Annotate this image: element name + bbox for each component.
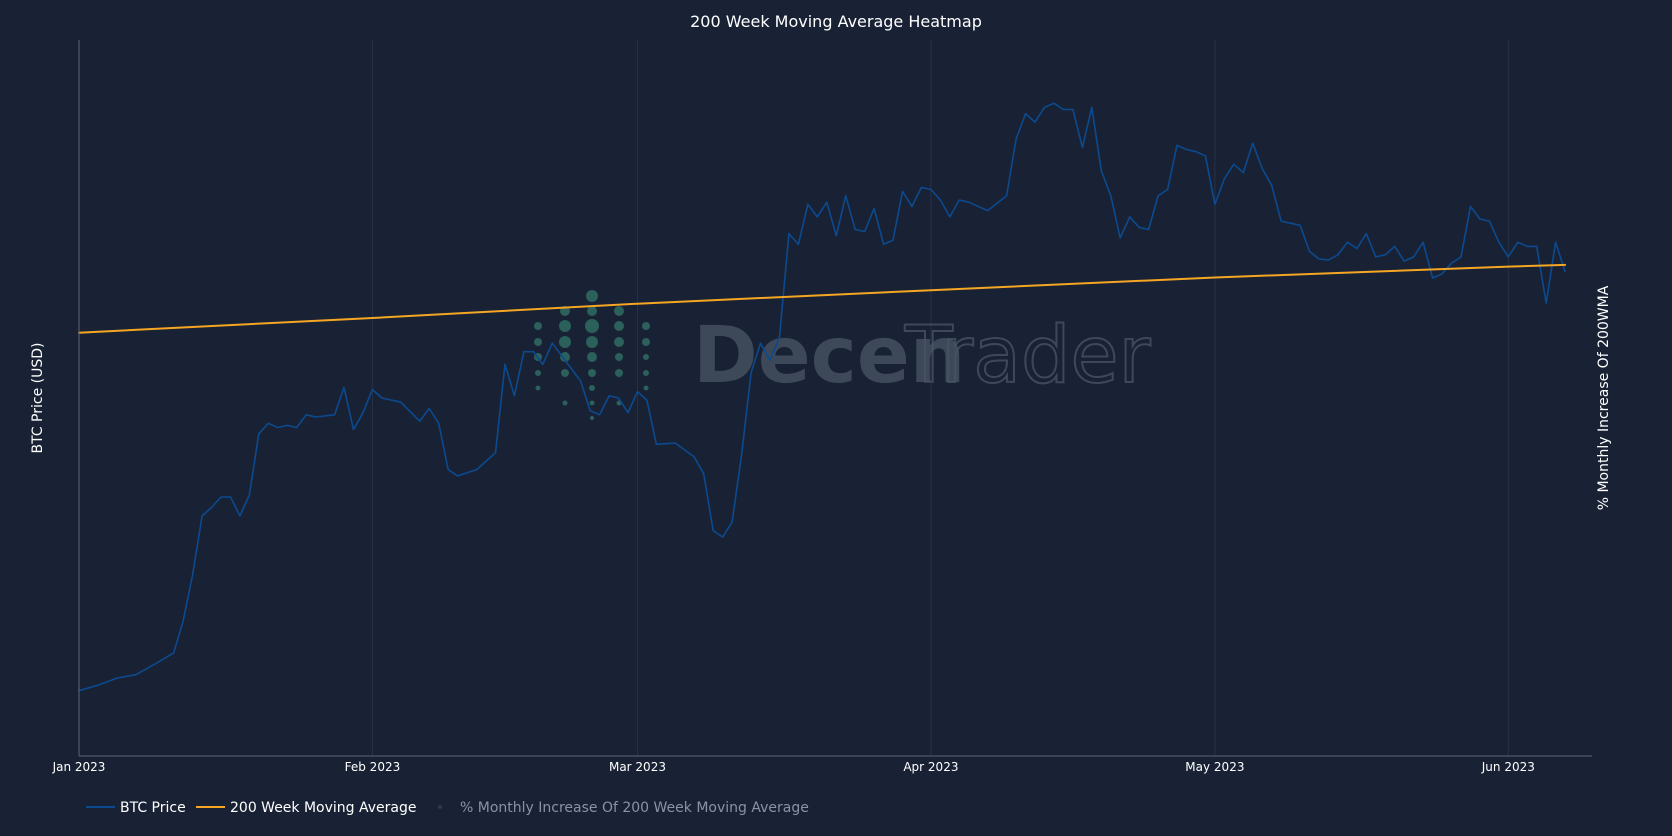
x-tick-label: Apr 2023 — [903, 760, 958, 774]
legend-label-monthly-increase: % Monthly Increase Of 200 Week Moving Av… — [460, 800, 809, 816]
x-tick-labels: Jan 2023 Feb 2023 Mar 2023 Apr 2023 May 2023… — [52, 760, 1535, 774]
y-axis-title: BTC Price (USD) — [30, 342, 46, 453]
series-btc-price-line[interactable] — [78, 102, 1566, 692]
chart-title: 200 Week Moving Average Heatmap — [690, 12, 982, 31]
x-tick-label: Feb 2023 — [345, 760, 401, 774]
series-200wma-line[interactable] — [78, 263, 1567, 334]
watermark-logo-icon — [534, 290, 650, 420]
watermark-dot — [642, 322, 650, 330]
watermark-dot — [585, 319, 599, 333]
legend-label-btc-price: BTC Price — [120, 800, 186, 816]
watermark-dot — [643, 354, 649, 360]
decentrader-watermark: Decen Trader — [534, 290, 1153, 420]
watermark-dot — [589, 400, 595, 406]
watermark-dot — [561, 369, 569, 377]
legend-label-200wma: 200 Week Moving Average — [230, 800, 417, 816]
watermark-dot — [534, 322, 542, 330]
legend-item-btc-price[interactable]: BTC Price — [86, 800, 186, 816]
series-layer — [78, 102, 1567, 692]
watermark-dot — [587, 306, 597, 316]
x-tick-label: May 2023 — [1185, 760, 1244, 774]
watermark-dot — [615, 369, 623, 377]
watermark-dot — [535, 385, 541, 391]
watermark-dot — [559, 336, 571, 348]
watermark-dot — [587, 352, 597, 362]
watermark-dot — [535, 370, 541, 376]
x-tick-label: Mar 2023 — [609, 760, 666, 774]
watermark-dot — [559, 320, 571, 332]
legend-item-200wma[interactable]: 200 Week Moving Average — [196, 800, 417, 816]
watermark-dot — [590, 416, 594, 420]
watermark-dot — [614, 337, 624, 347]
watermark-dot — [589, 385, 595, 391]
legend-item-monthly-increase[interactable]: % Monthly Increase Of 200 Week Moving Av… — [438, 800, 809, 816]
watermark-dot — [560, 352, 570, 362]
watermark-dot — [562, 400, 568, 406]
x-tick-label: Jan 2023 — [52, 760, 106, 774]
watermark-dot — [643, 370, 649, 376]
watermark-dot — [614, 321, 624, 331]
watermark-dot — [642, 338, 650, 346]
watermark-dot — [614, 306, 624, 316]
y2-axis-title: % Monthly Increase Of 200WMA — [1596, 285, 1612, 510]
legend-swatch-monthly-increase — [438, 805, 442, 809]
watermark-dot — [586, 290, 598, 302]
x-tick-label: Jun 2023 — [1481, 760, 1535, 774]
watermark-dot — [643, 385, 649, 391]
watermark-dot — [588, 369, 596, 377]
watermark-dot — [586, 336, 598, 348]
watermark-text-light: Trader — [904, 311, 1152, 401]
grid-layer — [371, 40, 1509, 756]
watermark-dot — [534, 338, 542, 346]
legend: BTC Price 200 Week Moving Average % Mont… — [86, 800, 809, 816]
watermark-text-bold: Decen — [693, 311, 965, 401]
watermark-dot — [615, 353, 623, 361]
